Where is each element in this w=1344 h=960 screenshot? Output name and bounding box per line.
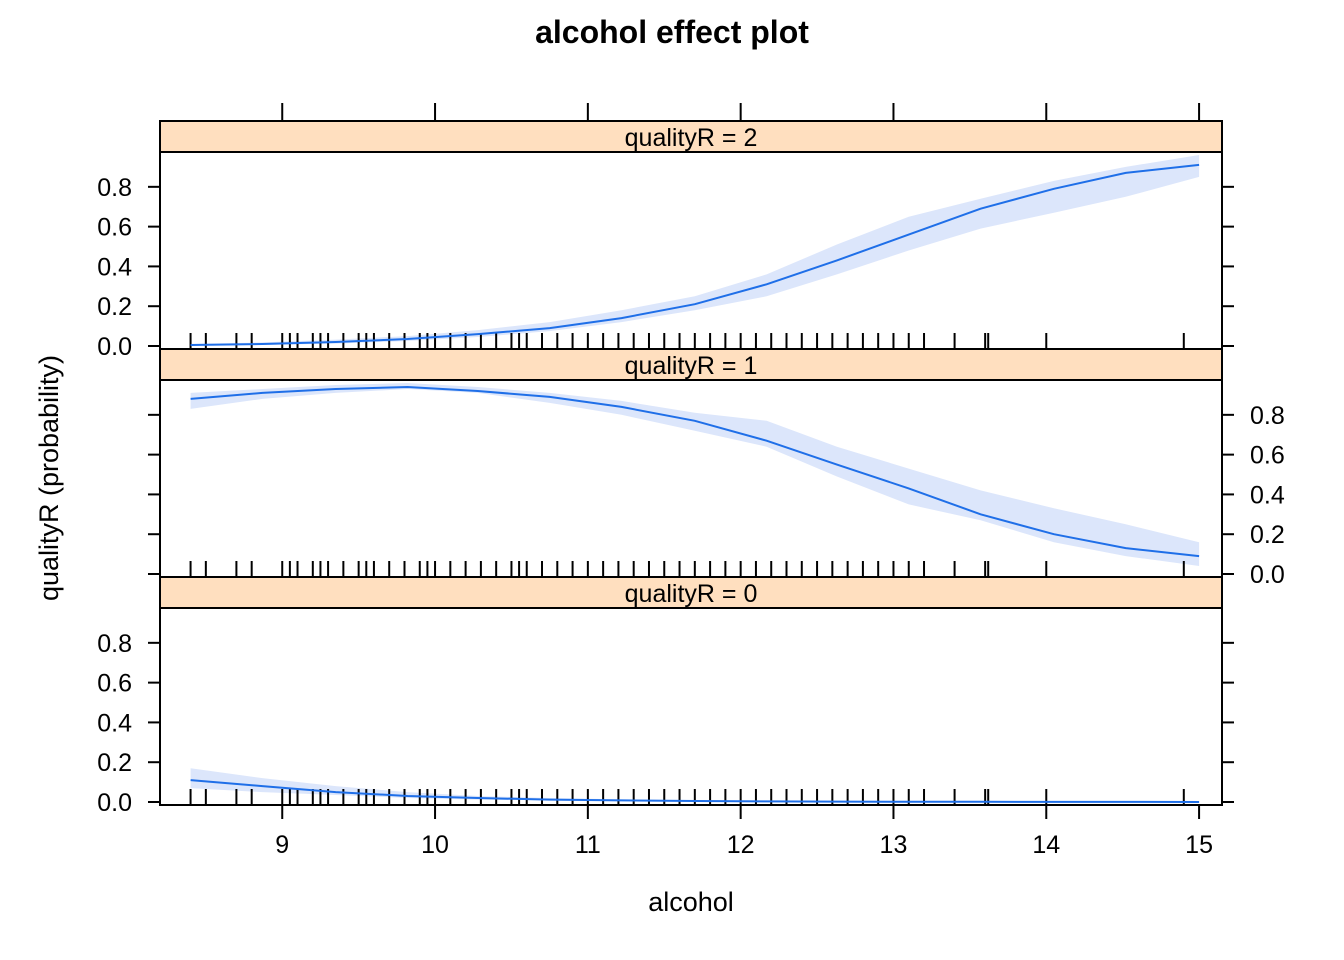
panel-2: qualityR = 0 0.0 0.2 0.4 0.6 0.8 xyxy=(97,576,1234,817)
y-tick-label-1-1: 0.2 xyxy=(1250,521,1285,549)
strip-label-2: qualityR = 0 xyxy=(625,580,758,608)
x-tick-label-1: 10 xyxy=(421,831,449,859)
y-tick-label-1-0: 0.0 xyxy=(1250,561,1285,589)
fit-line-2 xyxy=(190,779,1200,803)
y-tick-label-1-3: 0.6 xyxy=(1250,442,1285,470)
y-tick-label-2-4: 0.8 xyxy=(97,630,132,658)
rug-0 xyxy=(189,333,1185,349)
strip-label-0: qualityR = 2 xyxy=(625,124,758,152)
y-tick-label-0-1: 0.2 xyxy=(97,293,132,321)
chart-title: alcohol effect plot xyxy=(535,14,809,50)
rug-1 xyxy=(189,561,1185,577)
panel-0: qualityR = 2 0.0 0.2 0.4 0.6 0.8 xyxy=(97,120,1234,361)
y-tick-label-2-3: 0.6 xyxy=(97,670,132,698)
x-tick-label-4: 13 xyxy=(880,831,908,859)
x-tick-label-3: 12 xyxy=(727,831,755,859)
panels: qualityR = 2 0.0 0.2 0.4 0.6 0.8 qualityR = 1 0… xyxy=(97,120,1285,817)
x-tick-label-6: 15 xyxy=(1185,831,1213,859)
y-tick-label-0-2: 0.4 xyxy=(97,253,132,281)
y-tick-label-0-4: 0.8 xyxy=(97,174,132,202)
fit-line-1 xyxy=(190,385,1200,558)
y-tick-label-2-1: 0.2 xyxy=(97,749,132,777)
x-tick-label-5: 14 xyxy=(1032,831,1060,859)
panel-frame-1 xyxy=(159,379,1223,578)
y-tick-label-2-0: 0.0 xyxy=(97,789,132,817)
strip-2 xyxy=(159,576,1223,609)
panel-frame-2 xyxy=(159,607,1223,806)
y-tick-label-1-2: 0.4 xyxy=(1250,481,1285,509)
panel-1: qualityR = 1 0.0 0.2 0.4 0.6 0.8 xyxy=(148,348,1285,589)
y-axis-label: qualityR (probability) xyxy=(34,355,64,601)
y-tick-label-0-3: 0.6 xyxy=(97,214,132,242)
confidence-band-0 xyxy=(190,155,1200,346)
y-tick-label-1-4: 0.8 xyxy=(1250,402,1285,430)
fit-line-0 xyxy=(190,163,1200,346)
y-tick-label-0-0: 0.0 xyxy=(97,333,132,361)
strip-0 xyxy=(159,120,1223,153)
x-tick-label-2: 11 xyxy=(575,831,601,859)
x-axis-label: alcohol xyxy=(648,887,734,917)
strip-1 xyxy=(159,348,1223,381)
x-axis: 9 10 11 12 13 14 15 xyxy=(275,103,1213,859)
x-tick-label-0: 9 xyxy=(275,831,289,859)
confidence-band-1 xyxy=(190,383,1200,566)
y-tick-label-2-2: 0.4 xyxy=(97,709,132,737)
strip-label-1: qualityR = 1 xyxy=(625,352,758,380)
